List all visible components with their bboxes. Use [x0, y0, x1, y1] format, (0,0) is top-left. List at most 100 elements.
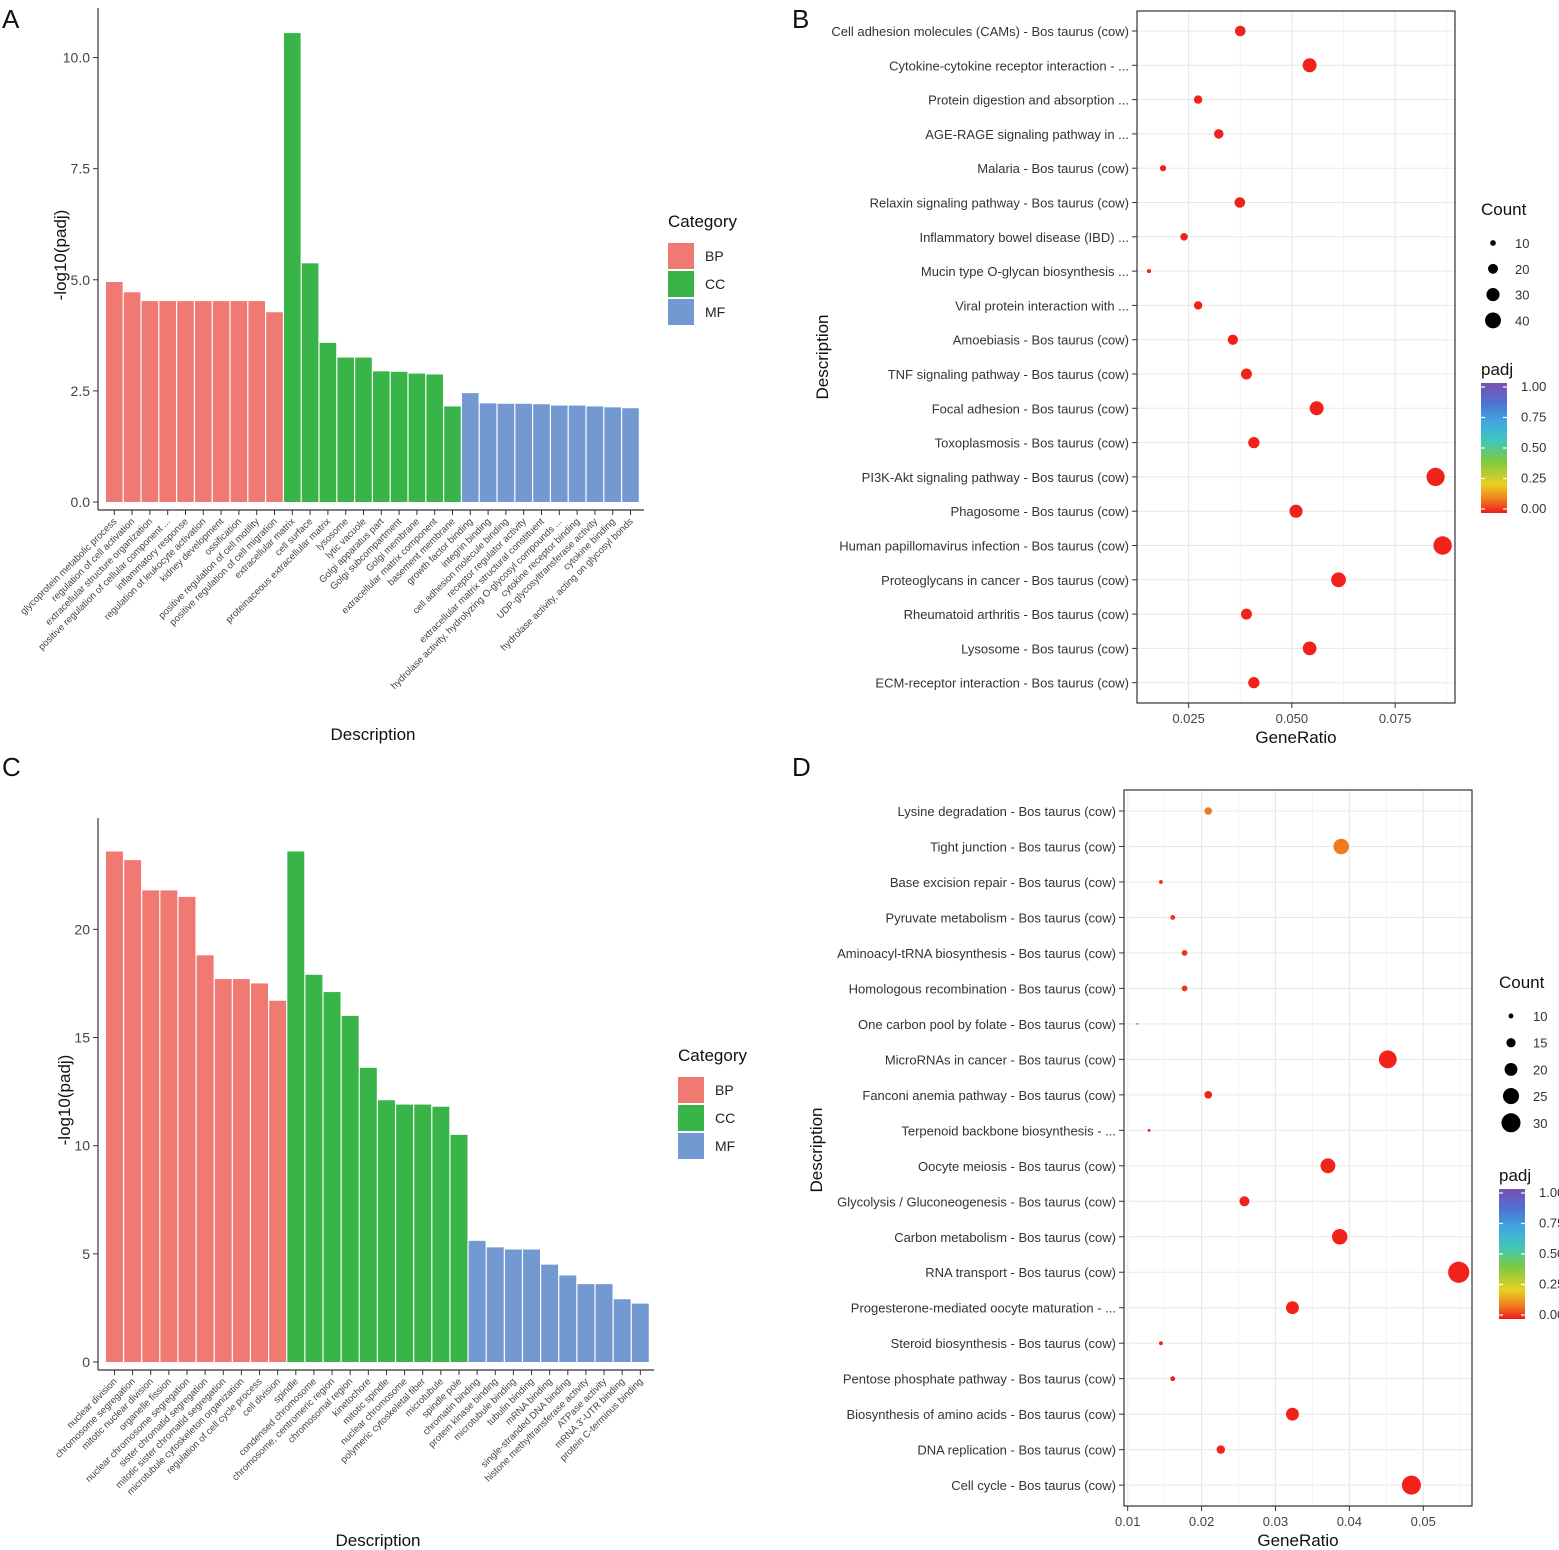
y-tick-label: 2.5 [71, 383, 91, 399]
size-legend-label: 30 [1515, 288, 1529, 303]
bar-6 [196, 955, 214, 1362]
panel-label-c: C [2, 752, 21, 782]
bar-23 [504, 1249, 522, 1362]
point-19 [1216, 1445, 1226, 1454]
bar-8 [232, 979, 250, 1362]
size-legend-dot [1504, 1062, 1518, 1076]
x-tick-label: 0.01 [1115, 1514, 1140, 1529]
row-label: Phagosome - Bos taurus (cow) [951, 504, 1129, 519]
y-tick-label: 15 [74, 1030, 90, 1046]
point-9 [1204, 1091, 1213, 1099]
bar-11 [287, 851, 305, 1362]
point-3 [1158, 880, 1163, 884]
bar-12 [301, 263, 319, 502]
bar-19 [426, 374, 443, 502]
bar-13 [323, 992, 341, 1362]
point-2 [1302, 58, 1317, 73]
colorbar-tick-label: 0.75 [1521, 410, 1546, 425]
y-tick-label: 7.5 [71, 161, 91, 177]
legend-label-mf: MF [715, 1138, 735, 1154]
size-legend-title: Count [1481, 200, 1527, 219]
legend-key-mf [668, 299, 694, 325]
point-6 [1181, 985, 1188, 992]
legend-label-cc: CC [705, 276, 725, 292]
bar-9 [248, 301, 265, 502]
panel-label-d: D [792, 752, 811, 782]
bar-10 [269, 1000, 287, 1362]
row-label: RNA transport - Bos taurus (cow) [925, 1265, 1116, 1280]
bar-10 [266, 312, 283, 502]
row-label: Lysosome - Bos taurus (cow) [961, 641, 1129, 656]
colorbar-tick-label: 0.00 [1521, 501, 1546, 516]
size-legend-dot [1490, 240, 1496, 246]
row-label: ECM-receptor interaction - Bos taurus (c… [875, 676, 1129, 691]
point-6 [1234, 197, 1246, 208]
legend-key-cc [668, 271, 694, 297]
y-axis-title: -log10(padj) [51, 210, 70, 301]
size-legend-dot [1485, 312, 1501, 329]
point-2 [1333, 838, 1349, 855]
x-tick-label: 0.02 [1189, 1514, 1214, 1529]
point-20 [1401, 1475, 1421, 1495]
size-legend-dot [1486, 288, 1500, 302]
bar-27 [568, 405, 586, 502]
size-legend-dot [1508, 1013, 1514, 1019]
point-17 [1170, 1376, 1176, 1382]
color-legend-title: padj [1499, 1166, 1531, 1185]
size-legend-dot [1506, 1038, 1516, 1048]
row-label: TNF signaling pathway - Bos taurus (cow) [888, 367, 1129, 382]
bar-23 [497, 403, 515, 502]
bar-13 [319, 342, 337, 502]
legend-label-bp: BP [715, 1082, 734, 1098]
legend-title: Category [678, 1046, 747, 1065]
colorbar-tick-label: 1.00 [1521, 379, 1546, 394]
legend-key-bp [678, 1077, 704, 1103]
bar-26 [551, 405, 568, 502]
size-legend-dot [1502, 1088, 1520, 1105]
y-tick-label: 0 [82, 1354, 90, 1370]
bar-20 [450, 1134, 468, 1362]
legend-label-bp: BP [705, 248, 724, 264]
point-8 [1146, 269, 1152, 274]
row-label: Carbon metabolism - Bos taurus (cow) [894, 1230, 1116, 1245]
row-label: Relaxin signaling pathway - Bos taurus (… [870, 196, 1129, 211]
colorbar-tick-label: 1.00 [1539, 1185, 1559, 1200]
bar-18 [414, 1104, 432, 1362]
plot-background [1124, 790, 1472, 1506]
row-label: Oocyte meiosis - Bos taurus (cow) [918, 1159, 1116, 1174]
point-20 [1248, 677, 1260, 689]
bar-5 [177, 301, 194, 502]
bar-29 [613, 1299, 631, 1362]
bar-7 [214, 979, 232, 1362]
point-12 [1309, 401, 1324, 416]
bar-22 [486, 1247, 504, 1362]
bar-4 [159, 301, 176, 502]
row-label: PI3K-Akt signaling pathway - Bos taurus … [862, 470, 1129, 485]
point-10 [1227, 334, 1238, 345]
colorbar-tick-label: 0.25 [1521, 471, 1546, 486]
bar-2 [123, 292, 141, 502]
y-tick-label: 0.0 [71, 494, 91, 510]
row-label: Inflammatory bowel disease (IBD) ... [919, 230, 1129, 245]
row-label: Amoebiasis - Bos taurus (cow) [953, 333, 1129, 348]
point-7 [1136, 1023, 1139, 1025]
size-legend-label: 20 [1533, 1062, 1547, 1077]
size-legend-label: 40 [1515, 313, 1529, 328]
bar-28 [595, 1284, 613, 1362]
size-legend-dot [1488, 263, 1498, 274]
row-label: Focal adhesion - Bos taurus (cow) [932, 401, 1129, 416]
row-label: Malaria - Bos taurus (cow) [977, 161, 1129, 176]
size-legend-dot [1501, 1113, 1521, 1133]
bar-15 [359, 1067, 377, 1362]
bar-18 [408, 373, 426, 502]
point-18 [1286, 1407, 1299, 1421]
bar-7 [212, 301, 230, 502]
x-tick-label: 0.05 [1411, 1514, 1436, 1529]
y-tick-label: 10.0 [63, 50, 90, 66]
row-label: Terpenoid backbone biosynthesis - ... [901, 1123, 1116, 1138]
point-15 [1289, 504, 1303, 518]
point-7 [1180, 233, 1188, 241]
bar-19 [432, 1106, 450, 1362]
point-3 [1193, 95, 1203, 104]
row-label: Toxoplasmosis - Bos taurus (cow) [935, 436, 1129, 451]
